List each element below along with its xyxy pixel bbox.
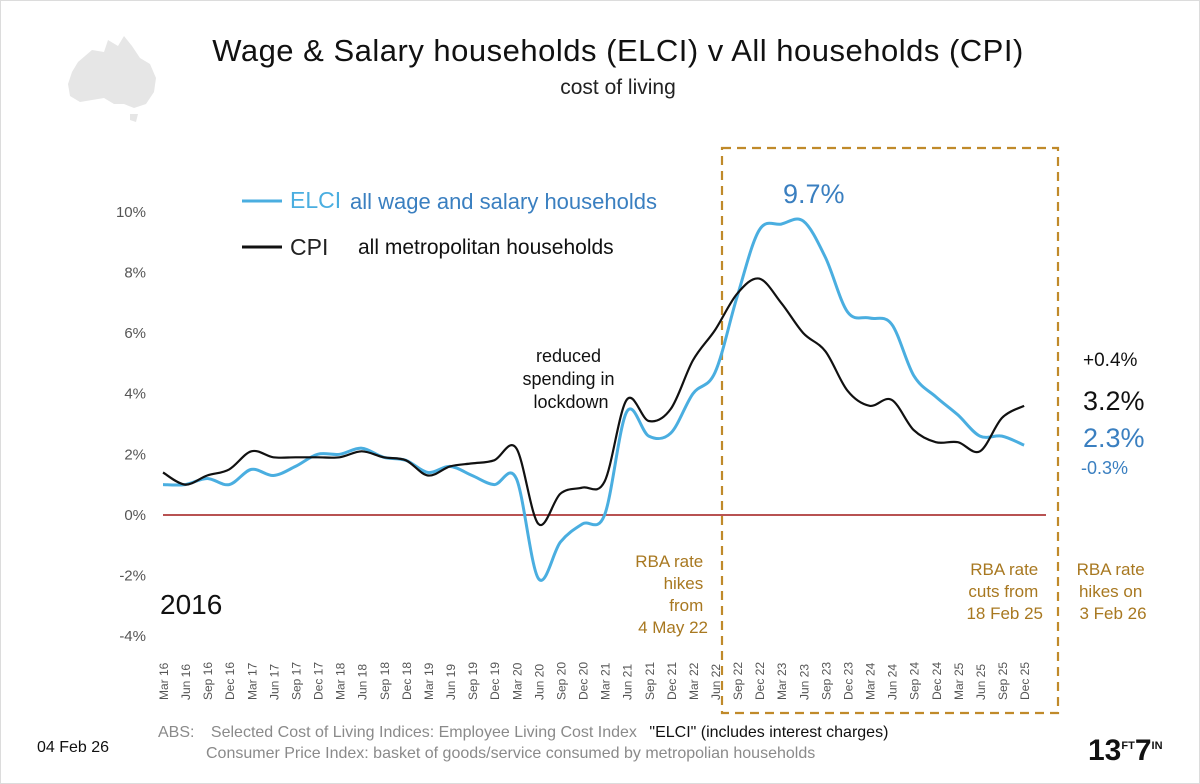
lockdown-note-line3: lockdown: [533, 392, 608, 412]
rba-hikes-2022-line3: from: [669, 596, 703, 615]
x-tick-label: Dec 25: [1018, 662, 1032, 700]
x-tick-label: Dec 18: [400, 662, 414, 700]
elci-latest-label: 2.3%: [1083, 423, 1145, 453]
footer-source-line1: Selected Cost of Living Indices: Employe…: [211, 724, 637, 741]
y-tick-label: -4%: [119, 628, 146, 645]
legend-label-elci: all wage and salary households: [350, 189, 657, 214]
x-tick-label: Mar 21: [599, 662, 613, 700]
rba-cuts-2025-line3: 18 Feb 25: [966, 604, 1043, 623]
series-cpi-line: [162, 277, 1025, 527]
rba-hikes-2026-line3: 3 Feb 26: [1079, 604, 1146, 623]
x-tick-label: Jun 20: [532, 664, 546, 700]
chart-subtitle: cost of living: [560, 76, 676, 99]
y-tick-label: 2%: [124, 446, 146, 463]
x-tick-label: Sep 20: [554, 662, 568, 700]
x-tick-label: Mar 19: [422, 662, 436, 700]
footer-source-elci: "ELCI" (includes interest charges): [649, 724, 888, 741]
x-tick-label: Dec 22: [753, 662, 767, 700]
legend-name-elci: ELCI: [290, 187, 341, 213]
y-tick-label: -2%: [119, 567, 146, 584]
svg-text:RBA rate hikes from: RBA rate hikes from 4 May 22: [635, 552, 708, 637]
x-tick-label: Jun 16: [179, 664, 193, 700]
x-tick-label: Mar 16: [157, 662, 171, 700]
start-year-label: 2016: [160, 589, 222, 620]
x-tick-label: Dec 24: [930, 662, 944, 700]
x-tick-label: Sep 22: [731, 662, 745, 700]
x-tick-label: Sep 17: [289, 662, 303, 700]
elci-change-label: -0.3%: [1081, 458, 1128, 478]
legend-name-cpi: CPI: [290, 234, 328, 260]
footer-source-line2: Consumer Price Index: basket of goods/se…: [206, 745, 815, 762]
x-tick-label: Sep 18: [378, 662, 392, 700]
highlight-box: [720, 146, 1060, 715]
x-tick-label: Sep 16: [201, 662, 215, 700]
x-tick-label: Mar 18: [334, 662, 348, 700]
y-tick-label: 6%: [124, 325, 146, 342]
x-tick-label: Jun 19: [444, 664, 458, 700]
x-tick-label: Dec 17: [312, 662, 326, 700]
svg-text:ABS: Selected Cost of Livi: ABS: Selected Cost of Living Indices: Em…: [158, 724, 888, 741]
rba-hikes-2022-line2: hikes: [664, 574, 704, 593]
x-tick-label: Sep 24: [908, 662, 922, 700]
rba-cuts-2025-line1: RBA rate: [970, 560, 1038, 579]
x-tick-label: Jun 21: [621, 664, 635, 700]
rba-hikes-2022-line1: RBA rate: [635, 552, 703, 571]
australia-map-icon: [68, 36, 156, 122]
svg-text:reduced spending in lo: reduced spending in lockdown: [522, 346, 619, 412]
x-tick-label: Mar 17: [245, 662, 259, 700]
cpi-change-label: +0.4%: [1083, 350, 1138, 371]
x-tick-label: Mar 25: [952, 662, 966, 700]
lockdown-note-line1: reduced: [536, 346, 601, 366]
svg-text:RBA rate cuts from 18: RBA rate cuts from 18 Feb 25: [966, 560, 1043, 623]
x-tick-label: Dec 23: [841, 662, 855, 700]
y-tick-label: 0%: [124, 507, 146, 524]
rba-hikes-2026-line2: hikes on: [1079, 582, 1142, 601]
rba-hikes-2022-line4: 4 May 22: [638, 618, 708, 637]
footer-date: 04 Feb 26: [37, 739, 109, 756]
x-tick-label: Dec 19: [488, 662, 502, 700]
y-tick-label: 8%: [124, 265, 146, 282]
rba-hikes-2026-line1: RBA rate: [1077, 560, 1145, 579]
y-tick-label: 4%: [124, 386, 146, 403]
x-tick-label: Mar 20: [510, 662, 524, 700]
peak-label: 9.7%: [783, 179, 845, 209]
x-tick-label: Jun 23: [797, 664, 811, 700]
y-tick-label: 10%: [116, 204, 146, 221]
cpi-latest-label: 3.2%: [1083, 386, 1145, 416]
x-tick-label: Jun 22: [709, 664, 723, 700]
footer-source-label: ABS:: [158, 724, 194, 741]
x-tick-label: Sep 25: [996, 662, 1010, 700]
x-tick-label: Sep 21: [643, 662, 657, 700]
rba-cuts-2025-line2: cuts from: [968, 582, 1038, 601]
x-tick-label: Jun 25: [974, 664, 988, 700]
x-tick-label: Dec 20: [577, 662, 591, 700]
x-tick-label: Jun 18: [356, 664, 370, 700]
x-tick-label: Mar 22: [687, 662, 701, 700]
brand-logo: 13FT7IN: [1088, 734, 1163, 768]
lockdown-note-line2: spending in: [522, 369, 614, 389]
brand-13: 13: [1088, 734, 1122, 767]
brand-ft: FT: [1121, 740, 1135, 752]
chart-title: Wage & Salary households (ELCI) v All ho…: [212, 33, 1024, 68]
brand-7: 7: [1134, 734, 1152, 767]
x-tick-label: Dec 21: [665, 662, 679, 700]
x-tick-label: Jun 24: [886, 664, 900, 700]
x-tick-label: Mar 23: [775, 662, 789, 700]
brand-in: IN: [1151, 740, 1163, 752]
x-tick-label: Sep 19: [466, 662, 480, 700]
x-tick-label: Sep 23: [819, 662, 833, 700]
svg-text:RBA rate hikes on 3 Fe: RBA rate hikes on 3 Feb 26: [1077, 560, 1150, 623]
x-tick-label: Dec 16: [223, 662, 237, 700]
x-tick-label: Jun 17: [267, 664, 281, 700]
legend-label-cpi: all metropolitan households: [358, 236, 614, 259]
x-tick-label: Mar 24: [864, 662, 878, 700]
